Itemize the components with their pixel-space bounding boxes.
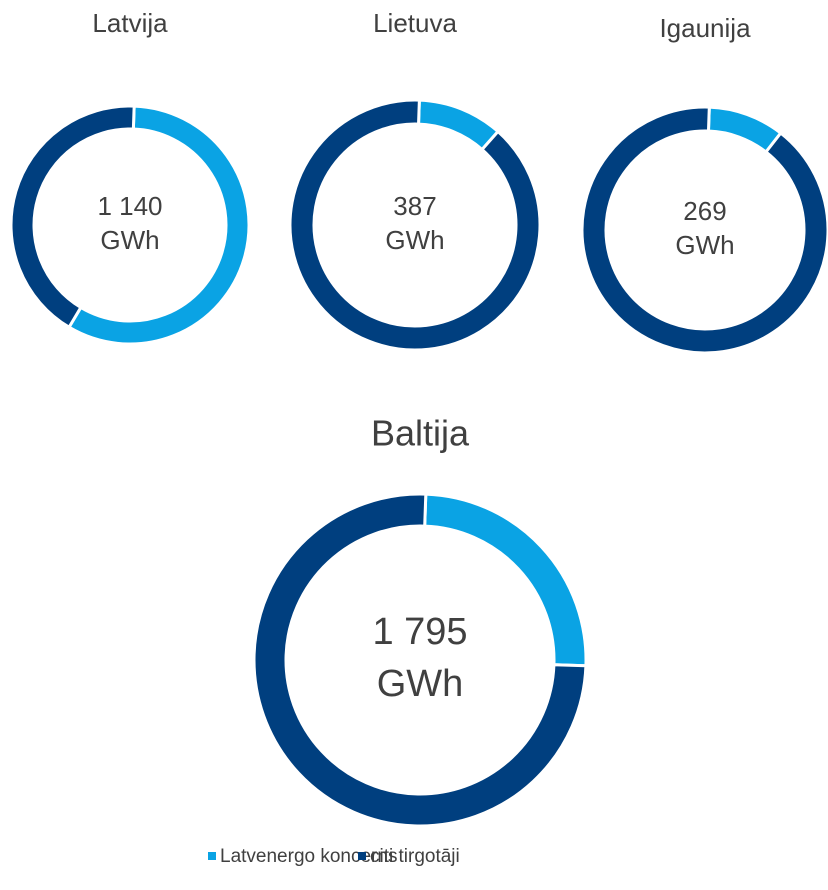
chart-title: Baltija: [371, 413, 470, 454]
chart-title: Lietuva: [373, 8, 457, 38]
center-label: GWh: [675, 230, 734, 260]
legend-swatch: [358, 852, 366, 860]
legend-swatch: [208, 852, 216, 860]
chart-title: Igaunija: [659, 13, 751, 43]
center-label: 387: [393, 191, 436, 221]
donut-segment: [9, 104, 136, 330]
center-label: 269: [683, 196, 726, 226]
center-label: GWh: [385, 225, 444, 255]
donut-segment: [252, 492, 588, 828]
donut-segment: [580, 105, 828, 355]
legend-label: Latvenergo koncerns: [220, 846, 397, 867]
donut-segment: [416, 98, 501, 152]
chart-title: Latvija: [92, 8, 168, 38]
legend-label: citi tirgotāji: [370, 846, 460, 867]
center-label: GWh: [100, 225, 159, 255]
center-label: 1 140: [97, 191, 162, 221]
donut-segment: [288, 98, 542, 352]
donut-segment: [66, 104, 251, 346]
center-label: 1 795: [372, 611, 467, 653]
center-label: GWh: [377, 663, 464, 705]
